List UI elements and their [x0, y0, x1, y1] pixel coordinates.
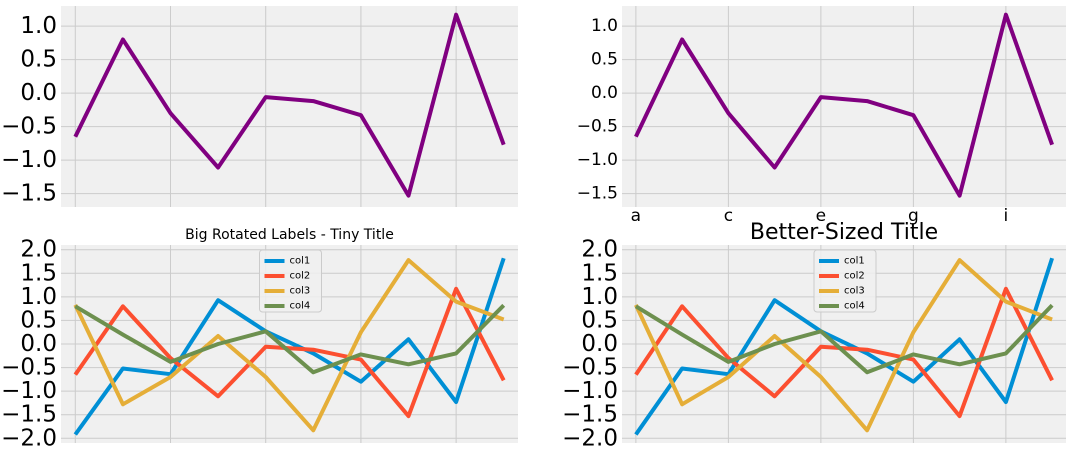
series-line-col2 — [634, 286, 1054, 419]
x-tick-label: c — [724, 206, 733, 226]
subplot-2: −1.5 −1.0 −0.5 0.0 0.5 1.0 a c e g i — [577, 6, 1066, 226]
y-tick-label: 1.5 — [20, 260, 57, 286]
series-line-col4 — [634, 303, 1054, 375]
series-line-col3 — [634, 258, 1053, 433]
y-tick-label: −0.5 — [562, 355, 618, 381]
subplot-4: −2.0−1.5−1.0−0.50.00.51.01.52.0 col1 col2… — [562, 220, 1066, 451]
y-tick-label: 1.0 — [591, 16, 618, 36]
series-line-series-1 — [73, 12, 506, 198]
plot-area — [61, 6, 518, 207]
series-line-col4 — [74, 303, 506, 375]
legend-entry: col1 — [290, 256, 311, 267]
series-layer — [73, 12, 506, 198]
x-tick-label: g — [908, 206, 919, 226]
y-tick-labels: −1.5 −1.0 −0.5 0.0 0.5 1.0 — [1, 13, 57, 207]
legend-entry: col2 — [844, 271, 865, 282]
subplot-1: −1.5 −1.0 −0.5 0.0 0.5 1.0 — [1, 6, 518, 207]
y-tick-label: 0.5 — [20, 307, 57, 333]
y-tick-label: 0.0 — [591, 83, 618, 103]
y-tick-label: 1.0 — [20, 284, 57, 310]
y-tick-label: 2.0 — [581, 237, 618, 263]
y-tick-label: −1.0 — [1, 378, 57, 404]
grid — [622, 6, 1066, 207]
y-tick-label: −1.0 — [1, 147, 57, 173]
series-layer — [634, 257, 1055, 436]
series-line-col1 — [634, 257, 1055, 436]
y-tick-labels: −2.0−1.5−1.0−0.50.00.51.01.52.0 — [1, 237, 57, 452]
legend-entry: col4 — [844, 301, 865, 312]
y-tick-label: −2.0 — [562, 425, 618, 451]
plot-area — [622, 6, 1066, 207]
y-tick-label: −2.0 — [1, 425, 57, 451]
legend-entry: col3 — [844, 286, 865, 297]
series-line-col3 — [73, 258, 505, 433]
y-tick-label: −1.0 — [577, 150, 618, 170]
y-tick-label: 1.0 — [581, 284, 618, 310]
y-tick-label: 0.0 — [20, 80, 57, 106]
y-tick-label: −1.5 — [1, 402, 57, 428]
y-tick-label: 0.5 — [591, 50, 618, 70]
series-line-col2 — [73, 286, 506, 419]
y-tick-label: −1.5 — [577, 184, 618, 204]
y-tick-label: −1.5 — [562, 402, 618, 428]
legend-box — [813, 249, 877, 313]
subplot-3: −2.0−1.5−1.0−0.50.00.51.01.52.0 col1 col2… — [1, 227, 518, 451]
y-tick-label: 0.5 — [581, 307, 618, 333]
y-tick-labels: −1.5 −1.0 −0.5 0.0 0.5 1.0 — [577, 16, 618, 204]
legend-entry: col4 — [290, 301, 311, 312]
y-tick-label: −0.5 — [1, 355, 57, 381]
y-tick-label: 1.5 — [581, 260, 618, 286]
y-tick-label: 0.0 — [581, 331, 618, 357]
legend-box — [259, 249, 322, 313]
legend-entry: col2 — [290, 271, 311, 282]
series-line-col1 — [73, 257, 506, 436]
series-layer — [73, 257, 506, 436]
legend-entry: col1 — [844, 256, 865, 267]
chart-title: Big Rotated Labels - Tiny Title — [185, 227, 394, 243]
y-tick-label: 0.5 — [20, 47, 57, 73]
legend: col1 col2 col3 col4 — [259, 249, 322, 313]
series-line-series-1 — [634, 12, 1054, 198]
series-layer — [634, 12, 1054, 198]
y-tick-label: 0.0 — [20, 331, 57, 357]
y-tick-label: −1.0 — [562, 378, 618, 404]
y-tick-label: 1.0 — [20, 13, 57, 39]
legend: col1 col2 col3 col4 — [813, 249, 877, 313]
chart-title: Better-Sized Title — [750, 220, 938, 245]
x-tick-label: i — [1004, 206, 1009, 226]
y-tick-label: −0.5 — [577, 117, 618, 137]
y-tick-label: −1.5 — [1, 181, 57, 207]
y-tick-label: 2.0 — [20, 237, 57, 263]
legend-entry: col3 — [290, 286, 311, 297]
y-tick-label: −0.5 — [1, 114, 57, 140]
x-tick-label: e — [816, 206, 826, 226]
x-tick-label: a — [631, 206, 641, 226]
y-tick-labels: −2.0−1.5−1.0−0.50.00.51.01.52.0 — [562, 237, 618, 452]
